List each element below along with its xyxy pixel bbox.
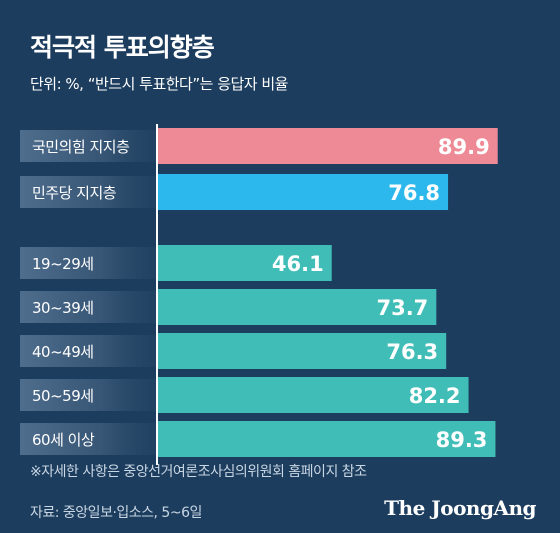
value-label: 76.8 bbox=[388, 181, 440, 205]
label-band bbox=[20, 247, 157, 279]
bar bbox=[157, 128, 498, 164]
value-label: 73.7 bbox=[376, 296, 428, 320]
category-label: 30~39세 bbox=[32, 299, 94, 317]
brand-logo: The JoongAng bbox=[384, 496, 536, 520]
bar bbox=[157, 333, 447, 369]
bar bbox=[157, 289, 437, 325]
label-band bbox=[20, 423, 157, 455]
label-band bbox=[20, 379, 157, 411]
bar bbox=[157, 421, 496, 457]
label-band bbox=[20, 176, 157, 208]
category-label: 60세 이상 bbox=[32, 431, 95, 449]
category-label: 19~29세 bbox=[32, 255, 94, 273]
category-label: 국민의힘 지지층 bbox=[32, 138, 129, 156]
bar bbox=[157, 174, 449, 210]
page-title: 적극적 투표의향층 bbox=[30, 33, 215, 62]
label-band bbox=[20, 335, 157, 367]
footnote: ※자세한 사항은 중앙선거여론조사심의위원회 홈페이지 참조 bbox=[30, 464, 367, 480]
category-label: 40~49세 bbox=[32, 343, 94, 361]
value-label: 46.1 bbox=[272, 252, 324, 276]
value-label: 82.2 bbox=[409, 384, 461, 408]
category-label: 민주당 지지층 bbox=[32, 184, 116, 202]
source-note: 자료: 중앙일보·입소스, 5~6일 bbox=[30, 505, 202, 521]
category-label: 50~59세 bbox=[32, 387, 94, 405]
value-label: 89.3 bbox=[436, 428, 488, 452]
value-label: 89.9 bbox=[438, 135, 490, 159]
bar bbox=[157, 245, 332, 281]
page-subtitle: 단위: %, “반드시 투표한다”는 응답자 비율 bbox=[30, 75, 288, 93]
label-band bbox=[20, 291, 157, 323]
label-band bbox=[20, 130, 157, 162]
bar bbox=[157, 377, 469, 413]
value-label: 76.3 bbox=[386, 340, 438, 364]
